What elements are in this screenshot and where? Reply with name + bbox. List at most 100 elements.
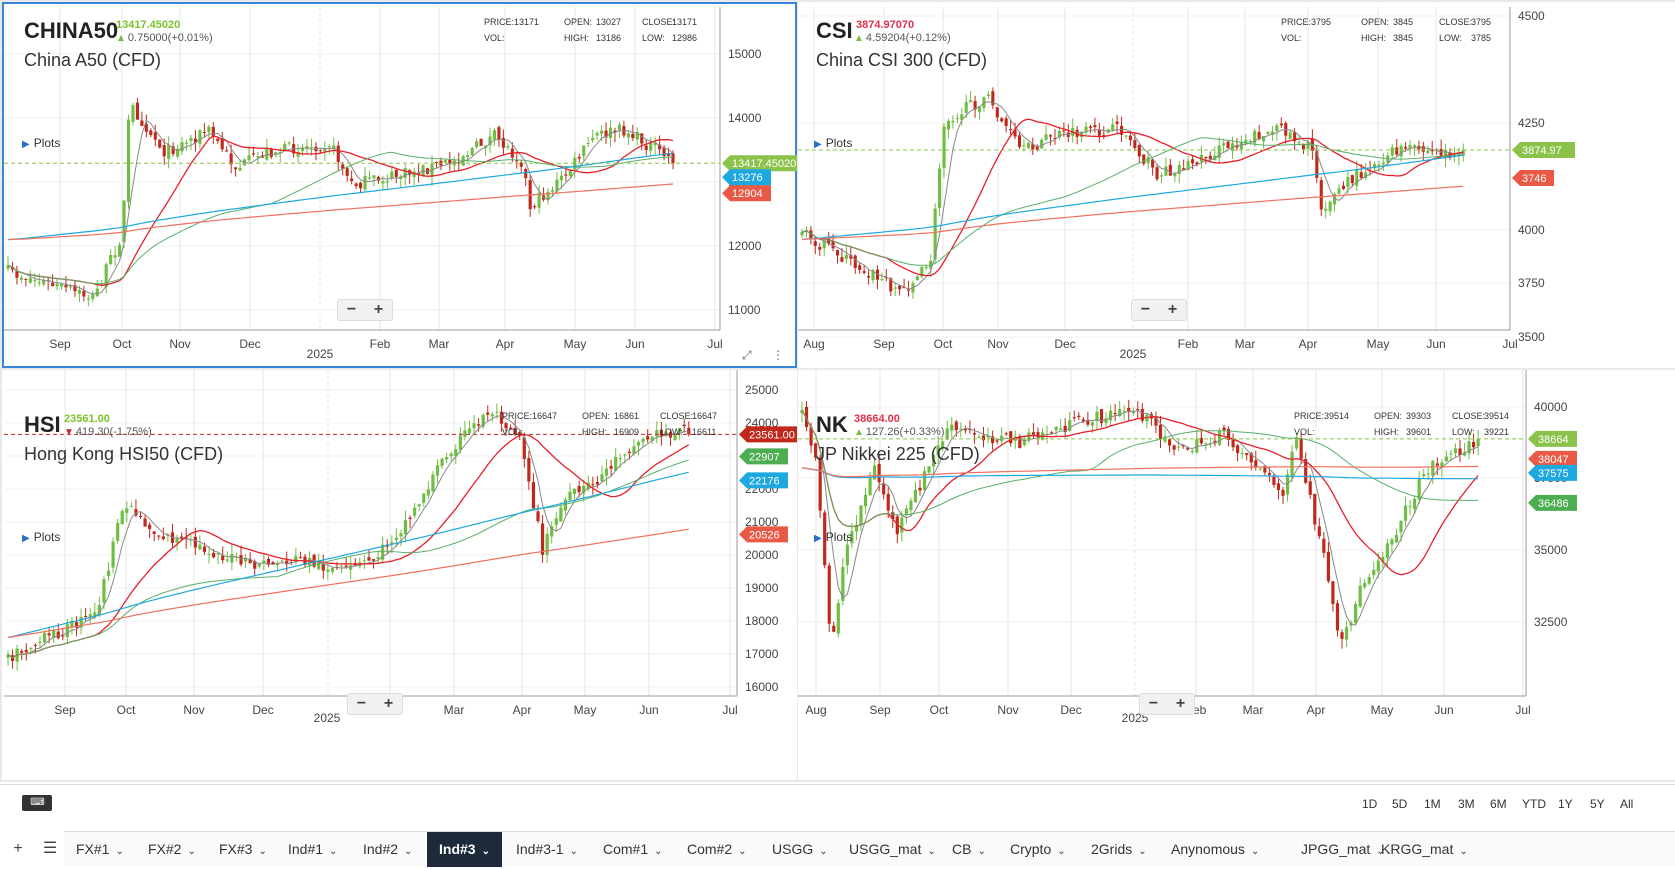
tab-fx-1[interactable]: FX#1 ⌄ (64, 832, 128, 867)
chevron-down-icon[interactable]: ⌄ (404, 846, 413, 857)
chevron-down-icon[interactable]: ⌄ (1057, 846, 1066, 857)
tab-com-1[interactable]: Com#1 ⌄ (591, 832, 667, 867)
candle (936, 436, 940, 465)
range-1y[interactable]: 1Y (1558, 797, 1573, 811)
chevron-down-icon[interactable]: ⌄ (819, 846, 828, 857)
chevron-down-icon[interactable]: ⌄ (1459, 846, 1468, 857)
chart-panel-nk[interactable]: 40000375003500032500AugSepOctNovDecFebMa… (798, 370, 1675, 780)
candle (1390, 537, 1394, 553)
chevron-down-icon[interactable]: ⌄ (115, 846, 124, 857)
candle (180, 136, 184, 155)
candle (540, 514, 545, 563)
candle (1009, 120, 1013, 136)
candle (1457, 147, 1461, 166)
range-ytd[interactable]: YTD (1522, 797, 1546, 811)
zoom-controls: − + (347, 693, 403, 715)
zoom-out-button[interactable]: − (356, 695, 367, 712)
chevron-down-icon[interactable]: ⌄ (1376, 846, 1385, 857)
range-6m[interactable]: 6M (1490, 797, 1507, 811)
tab-fx-2[interactable]: FX#2 ⌄ (136, 832, 200, 867)
candle (1040, 137, 1044, 149)
chevron-down-icon[interactable]: ⌄ (258, 846, 267, 857)
svg-text:36486: 36486 (1538, 498, 1569, 510)
candle (1279, 117, 1283, 129)
chevron-down-icon[interactable]: ⌄ (187, 846, 196, 857)
range-all[interactable]: All (1620, 797, 1634, 811)
tab-usgg-mat[interactable]: USGG_mat ⌄ (837, 832, 940, 867)
chart-panel-china50[interactable]: 1500014000130001200011000SepOctNovDecFeb… (2, 2, 797, 368)
chart-canvas[interactable]: 2500024000230002200021000200001900018000… (2, 370, 797, 780)
chart-canvas[interactable]: 4500 4250 4000 3750 3500 3250 Aug Sep Oct Nov Dec F… (798, 2, 1675, 368)
chevron-down-icon[interactable]: ⌄ (1250, 846, 1260, 857)
candle (321, 554, 325, 579)
candle (1204, 441, 1208, 451)
chevron-down-icon[interactable]: ⌄ (927, 846, 936, 857)
tab-2grids[interactable]: 2Grids ⌄ (1079, 832, 1151, 867)
tab-ind-3-1[interactable]: Ind#3-1 ⌄ (504, 832, 582, 867)
plots-toggle[interactable]: ▶ Plots (22, 136, 61, 150)
candle (528, 175, 532, 217)
chevron-down-icon[interactable]: ⌄ (569, 846, 578, 857)
candle (1363, 579, 1367, 590)
candle (1086, 411, 1090, 427)
expand-icon[interactable]: ⤢ (742, 348, 752, 362)
tab-ind-3[interactable]: Ind#3 ⌄ (427, 832, 502, 867)
y-tick-label: 4500 (1518, 9, 1545, 23)
zoom-in-button[interactable]: + (373, 301, 384, 318)
tab-krgg-mat[interactable]: KRGG_mat ⌄ (1369, 832, 1472, 867)
chevron-down-icon[interactable]: ⌄ (738, 846, 747, 857)
zoom-out-button[interactable]: − (346, 301, 357, 318)
plots-toggle[interactable]: ▶ Plots (814, 530, 853, 544)
tab-label: USGG_mat (849, 841, 922, 857)
candle (945, 420, 949, 441)
candle (467, 420, 472, 436)
candle (893, 282, 897, 297)
zoom-out-button[interactable]: − (1140, 301, 1151, 318)
moving-average-line (801, 409, 1479, 626)
candle (991, 87, 995, 110)
candle (458, 427, 462, 454)
chevron-down-icon[interactable]: ⌄ (329, 846, 338, 857)
plots-toggle[interactable]: ▶ Plots (22, 530, 61, 544)
tab-anynomous[interactable]: Anynomous ⌄ (1159, 832, 1263, 867)
tab-list-icon[interactable]: ☰ (42, 840, 58, 857)
more-options-icon[interactable]: ⋮ (772, 348, 784, 362)
tab-usgg[interactable]: USGG ⌄ (760, 832, 832, 867)
candle (216, 552, 220, 565)
tab-ind-1[interactable]: Ind#1 ⌄ (276, 832, 341, 867)
zoom-in-button[interactable]: + (383, 695, 394, 712)
keyboard-icon[interactable]: ⌨ (22, 795, 52, 811)
chart-canvas[interactable]: 1500014000130001200011000SepOctNovDecFeb… (2, 2, 797, 368)
candle (1075, 126, 1079, 145)
zoom-out-button[interactable]: − (1148, 695, 1159, 712)
tab-fx-3[interactable]: FX#3 ⌄ (207, 832, 271, 867)
candle (1240, 447, 1244, 459)
chevron-down-icon[interactable]: ⌄ (1138, 846, 1147, 857)
range-3m[interactable]: 3M (1458, 797, 1475, 811)
chevron-down-icon[interactable]: ⌄ (654, 846, 663, 857)
tab-crypto[interactable]: Crypto ⌄ (998, 832, 1070, 867)
candle (854, 515, 859, 541)
plots-toggle[interactable]: ▶ Plots (814, 136, 853, 150)
candle (682, 418, 686, 433)
chevron-down-icon[interactable]: ⌄ (977, 846, 986, 857)
chart-panel-csi[interactable]: 4500 4250 4000 3750 3500 3250 Aug Sep Oct Nov Dec F… (798, 2, 1675, 368)
zoom-in-button[interactable]: + (1175, 695, 1186, 712)
range-5d[interactable]: 5D (1392, 797, 1408, 811)
tab-com-2[interactable]: Com#2 ⌄ (675, 832, 751, 867)
tab-jpgg-mat[interactable]: JPGG_mat ⌄ (1289, 832, 1389, 867)
chart-panel-hsi[interactable]: 2500024000230002200021000200001900018000… (2, 370, 797, 780)
candle (632, 438, 636, 456)
candle (234, 167, 238, 177)
chevron-down-icon[interactable]: ⌄ (481, 846, 490, 857)
candle (287, 141, 291, 146)
tab-cb[interactable]: CB ⌄ (940, 832, 990, 867)
tab-ind-2[interactable]: Ind#2 ⌄ (351, 832, 416, 867)
chart-canvas[interactable]: 40000375003500032500AugSepOctNovDecFebMa… (798, 370, 1675, 780)
range-1m[interactable]: 1M (1424, 797, 1441, 811)
add-tab-button[interactable]: + (13, 840, 23, 857)
candle (1301, 143, 1306, 155)
zoom-in-button[interactable]: + (1167, 301, 1178, 318)
range-5y[interactable]: 5Y (1590, 797, 1605, 811)
range-1d[interactable]: 1D (1362, 797, 1378, 811)
